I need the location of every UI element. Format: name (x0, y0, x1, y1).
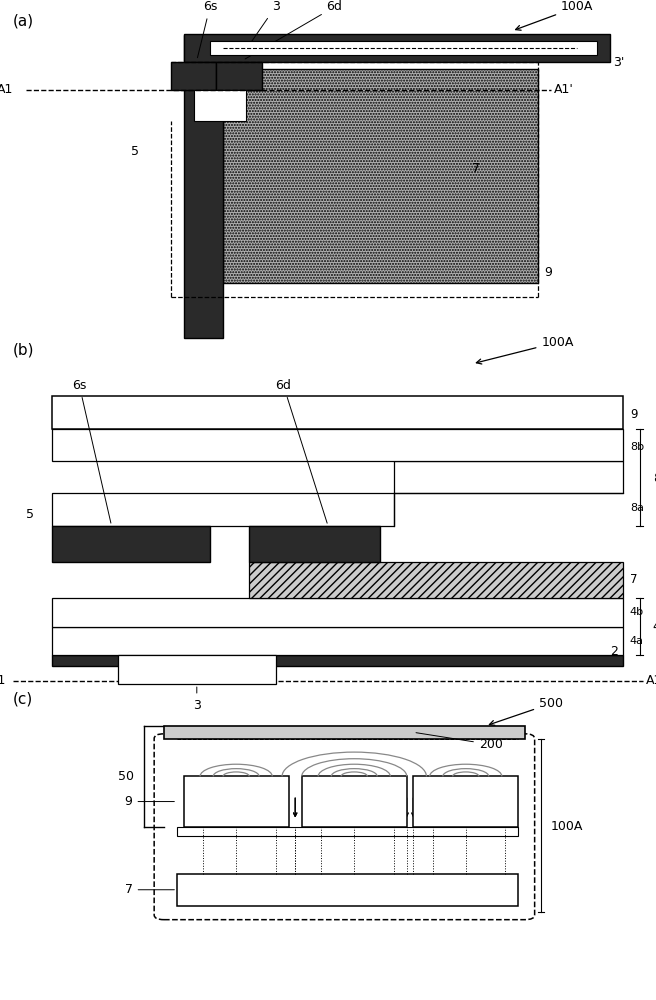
Text: 5: 5 (26, 508, 34, 522)
Bar (216, 62, 262, 90)
Text: 6d: 6d (276, 379, 327, 523)
Text: 9: 9 (125, 795, 174, 808)
Text: 6s: 6s (197, 0, 217, 58)
Bar (177, 827, 518, 836)
Bar (249, 562, 623, 598)
Bar (52, 598, 623, 627)
Bar (52, 526, 210, 562)
Bar (52, 627, 623, 655)
Text: 4b: 4b (630, 607, 644, 617)
Bar (210, 41, 597, 55)
Text: (b): (b) (13, 342, 35, 357)
Text: 200: 200 (416, 733, 502, 751)
Text: 4: 4 (653, 620, 656, 633)
Text: 7: 7 (125, 883, 174, 896)
Text: 7: 7 (630, 573, 637, 586)
Text: 9: 9 (544, 266, 552, 279)
Text: 100A: 100A (551, 820, 583, 833)
Bar (177, 874, 518, 906)
Bar (52, 655, 623, 666)
Bar (118, 655, 276, 684)
Bar (194, 90, 246, 121)
Bar (223, 69, 538, 283)
Text: 9: 9 (630, 408, 637, 421)
Text: 4a: 4a (630, 636, 644, 646)
Text: 8b: 8b (630, 442, 644, 452)
Bar (394, 461, 623, 493)
Text: A1': A1' (554, 83, 574, 96)
Text: 50: 50 (118, 770, 134, 783)
Text: 3: 3 (193, 687, 201, 712)
Text: 5: 5 (131, 145, 139, 158)
Text: 7: 7 (472, 162, 480, 176)
Bar (52, 396, 623, 429)
Text: 2: 2 (610, 645, 618, 658)
Text: 8: 8 (653, 473, 656, 486)
Bar (249, 526, 380, 562)
Text: A1: A1 (0, 674, 7, 687)
Bar (52, 429, 623, 461)
Text: 3: 3 (251, 0, 279, 43)
Text: 100A: 100A (476, 336, 574, 364)
Text: (a): (a) (13, 14, 34, 29)
Bar (52, 493, 394, 526)
Bar (184, 34, 223, 338)
Bar (171, 62, 216, 90)
Bar (184, 34, 610, 62)
Bar (164, 726, 525, 739)
Text: 3': 3' (613, 56, 625, 69)
Bar (184, 776, 289, 827)
Bar (413, 776, 518, 827)
Text: 500: 500 (489, 697, 563, 725)
Text: 100A: 100A (516, 0, 594, 30)
Text: 6s: 6s (72, 379, 111, 523)
Text: (c): (c) (13, 691, 33, 706)
Text: 6d: 6d (245, 0, 342, 59)
Text: A1': A1' (646, 674, 656, 687)
Bar (302, 776, 407, 827)
Text: A1: A1 (0, 83, 13, 96)
Text: 8a: 8a (630, 503, 644, 513)
